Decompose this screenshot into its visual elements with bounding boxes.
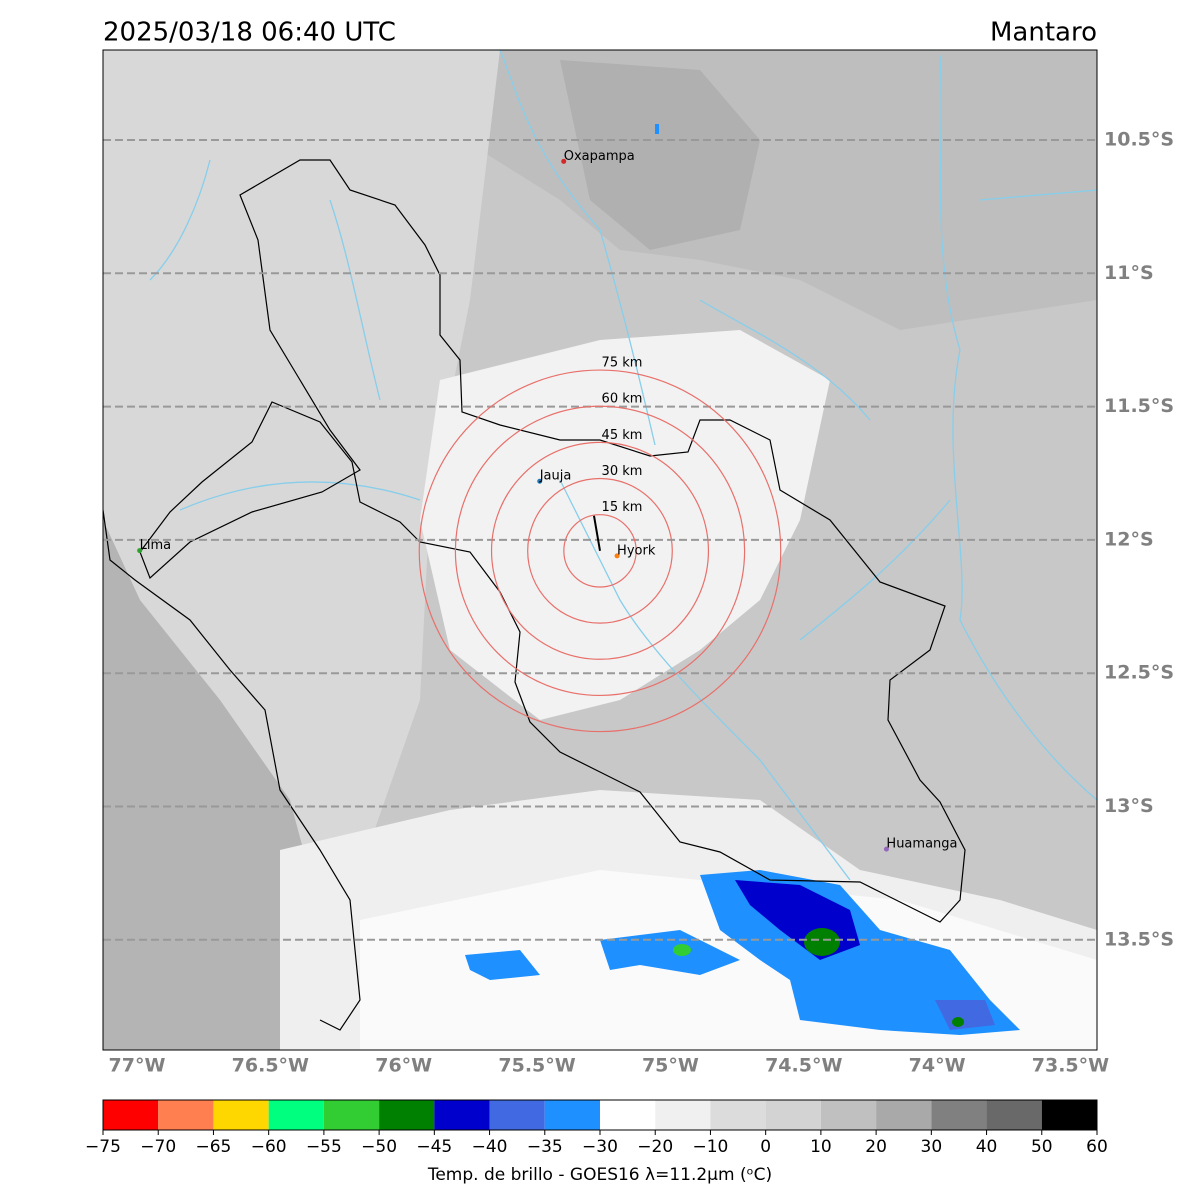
colorbar-tick-label: 10 [810, 1137, 832, 1157]
city-name: Hyork [617, 543, 656, 558]
city-name: Oxapampa [564, 149, 635, 164]
lat-label: 12.5°S [1104, 662, 1174, 684]
city-marker [883, 846, 889, 852]
colorbar-segment [931, 1100, 987, 1130]
city-name: Lima [140, 538, 171, 553]
colorbar-segment [379, 1100, 435, 1130]
colorbar-label: Temp. de brillo - GOES16 λ=11.2μm (ᵒC) [427, 1165, 772, 1185]
lon-label: 76°W [375, 1055, 432, 1077]
colorbar-tick-label: −10 [692, 1137, 728, 1157]
colorbar-tick-label: −30 [582, 1137, 618, 1157]
colorbar-segment [600, 1100, 656, 1130]
city-marker [614, 553, 620, 559]
colorbar-tick-label: −20 [637, 1137, 673, 1157]
colorbar-tick-label: 0 [760, 1137, 771, 1157]
colorbar-segment [544, 1100, 600, 1130]
lon-label: 73.5°W [1032, 1055, 1109, 1077]
title: 2025/03/18 06:40 UTC [103, 18, 396, 48]
colorbar-tick-label: −60 [251, 1137, 287, 1157]
ring-label: 60 km [602, 392, 643, 407]
colorbar-segment [213, 1100, 269, 1130]
city-name: Jauja [539, 469, 572, 484]
colorbar-segment [765, 1100, 821, 1130]
colorbar-tick-label: 50 [1031, 1137, 1053, 1157]
colorbar-tick-label: −40 [472, 1137, 508, 1157]
range-ring [563, 514, 637, 588]
colorbar-segment [323, 1100, 380, 1130]
lat-label: 13.5°S [1104, 928, 1174, 950]
lat-label: 13°S [1104, 795, 1154, 817]
colorbar-tick-label: −55 [306, 1137, 342, 1157]
range-ring [527, 477, 673, 624]
colorbar-segment [655, 1100, 711, 1130]
colorbar-tick-label: −35 [527, 1137, 563, 1157]
colorbar-tick-label: 40 [976, 1137, 998, 1157]
colorbar-tick-label: −75 [85, 1137, 121, 1157]
basin-outline [139, 159, 966, 923]
city-marker [561, 158, 567, 164]
range-ring [454, 405, 746, 697]
colorbar-tick-label: 20 [865, 1137, 887, 1157]
ring-label: 75 km [602, 356, 643, 371]
colorbar-tick-label: 60 [1086, 1137, 1108, 1157]
colorbar-segment [489, 1100, 545, 1130]
lon-label: 75°W [642, 1055, 699, 1077]
colorbar-tick-label: −65 [195, 1137, 231, 1157]
city-marker [537, 478, 543, 484]
coastline [103, 509, 361, 1031]
range-ring [490, 441, 710, 660]
colorbar-segment [434, 1100, 490, 1130]
colorbar-segment [158, 1100, 214, 1130]
map-frame [102, 49, 1098, 1051]
city-marker [137, 548, 143, 554]
lat-label: 11°S [1104, 262, 1154, 284]
colorbar-tick-label: −45 [416, 1137, 452, 1157]
ring-label: 15 km [602, 500, 643, 515]
lon-label: 74.5°W [765, 1055, 842, 1077]
colorbar-segment [710, 1100, 766, 1130]
rivers [149, 50, 1097, 881]
colorbar-tick-label: 30 [921, 1137, 943, 1157]
colorbar-segment [1041, 1100, 1097, 1130]
region: Mantaro [990, 18, 1097, 48]
ring-label: 30 km [602, 464, 643, 479]
colorbar-segment [876, 1100, 932, 1130]
colorbar-tick-label: −70 [140, 1137, 176, 1157]
colorbar-segment [268, 1100, 324, 1130]
map-background [103, 50, 1097, 1050]
lon-label: 75.5°W [498, 1055, 575, 1077]
city-name: Huamanga [886, 837, 957, 852]
colorbar-segment [820, 1100, 877, 1130]
colorbar-segment [103, 1100, 159, 1130]
lon-label: 76.5°W [232, 1055, 309, 1077]
lat-label: 12°S [1104, 528, 1154, 550]
colorbar-tick-label: −50 [361, 1137, 397, 1157]
lat-label: 11.5°S [1104, 395, 1174, 417]
ring-label: 45 km [602, 428, 643, 443]
lon-label: 77°W [109, 1055, 166, 1077]
lon-label: 74°W [909, 1055, 966, 1077]
colorbar-segment [986, 1100, 1042, 1130]
wind-vector [593, 515, 601, 551]
range-ring [418, 369, 782, 733]
lat-label: 10.5°S [1104, 129, 1174, 151]
